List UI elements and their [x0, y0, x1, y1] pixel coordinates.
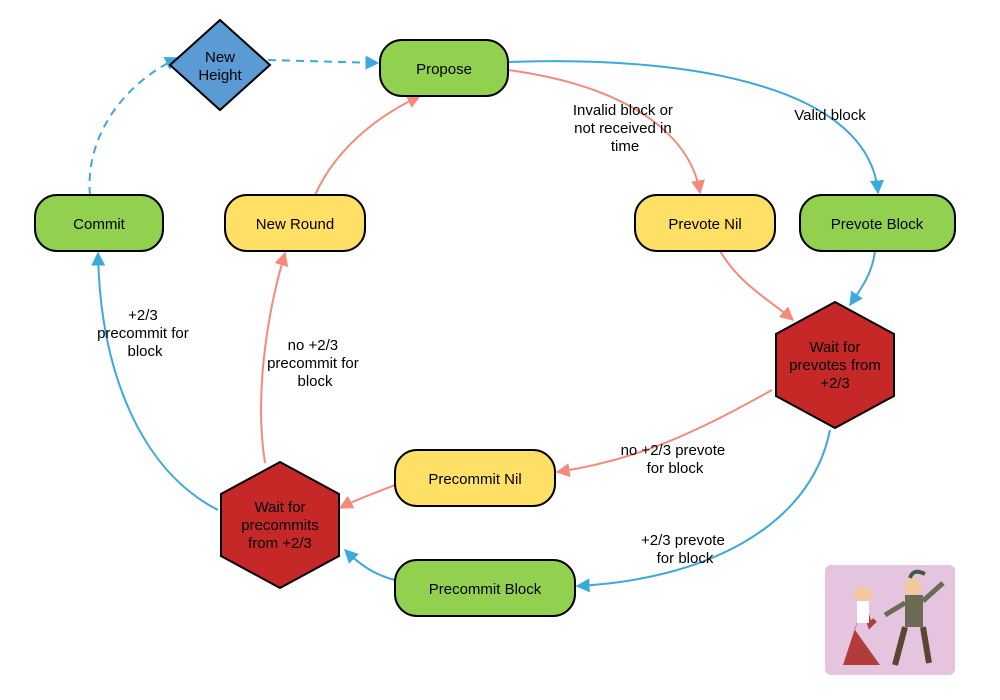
node-precommit-block: Precommit Block — [395, 560, 575, 616]
svg-text:Height: Height — [198, 67, 242, 84]
svg-text:Precommit Nil: Precommit Nil — [428, 471, 521, 488]
node-new-height: New Height — [170, 20, 270, 110]
svg-text:prevotes from: prevotes from — [789, 357, 881, 374]
svg-text:+2/3: +2/3 — [820, 375, 850, 392]
edge-prevoteblock-wait — [850, 251, 875, 305]
edge-newround-propose — [315, 96, 420, 195]
svg-text:Wait for: Wait for — [254, 499, 305, 516]
svg-text:Wait for: Wait for — [809, 339, 860, 356]
svg-text:Commit: Commit — [73, 216, 125, 233]
svg-text:New Round: New Round — [256, 216, 334, 233]
edge-precommitnil-waitpc — [340, 485, 395, 508]
edge-commit-newheight — [90, 58, 178, 195]
node-wait-precommits: Wait for precommits from +2/3 — [221, 462, 339, 588]
svg-text:precommits: precommits — [241, 517, 319, 534]
node-wait-prevotes: Wait for prevotes from +2/3 — [776, 302, 894, 428]
edge-waitpc-commit — [98, 253, 218, 510]
svg-text:Prevote Block: Prevote Block — [831, 216, 924, 233]
node-prevote-block: Prevote Block — [800, 195, 955, 251]
edge-label-no23precommit: no +2/3 precommit for block — [267, 337, 363, 390]
svg-text:from +2/3: from +2/3 — [248, 535, 312, 552]
svg-text:New: New — [205, 49, 235, 66]
edge-newheight-propose — [268, 60, 378, 63]
edge-label-23precommit: +2/3 precommit for block — [97, 307, 193, 360]
node-precommit-nil: Precommit Nil — [395, 450, 555, 506]
node-propose: Propose — [380, 40, 508, 96]
flowchart-canvas: Invalid block or not received in time Va… — [0, 0, 1000, 700]
svg-text:Propose: Propose — [416, 61, 472, 78]
dancing-couple-icon — [825, 565, 955, 675]
edge-label-23prevote: +2/3 prevote for block — [641, 532, 729, 567]
svg-text:Precommit Block: Precommit Block — [429, 581, 542, 598]
edge-label-valid: Valid block — [794, 107, 866, 124]
node-new-round: New Round — [225, 195, 365, 251]
svg-text:Prevote Nil: Prevote Nil — [668, 216, 741, 233]
edge-label-invalid: Invalid block or not received in time — [573, 102, 677, 155]
edge-prevotenil-wait — [720, 251, 793, 320]
edge-precommitblock-waitpc — [345, 550, 395, 580]
node-prevote-nil: Prevote Nil — [635, 195, 775, 251]
edge-label-no23prevote: no +2/3 prevote for block — [621, 442, 730, 477]
node-commit: Commit — [35, 195, 163, 251]
